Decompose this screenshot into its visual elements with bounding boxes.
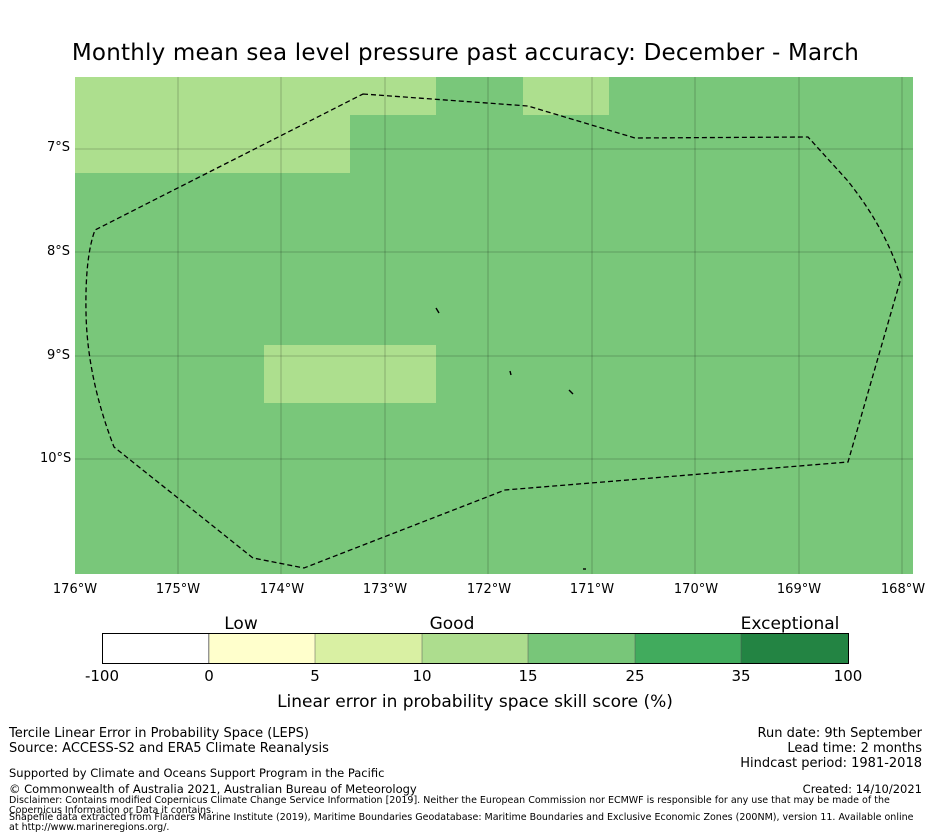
footer-copyright: © Commonwealth of Australia 2021, Austra… [9, 782, 417, 796]
light-patch-central [264, 345, 436, 403]
eez-boundary [85, 93, 902, 569]
x-tick-label: 175°W [155, 582, 201, 597]
x-tick-label: 171°W [569, 582, 615, 597]
x-tick-label: 169°W [776, 582, 822, 597]
colorbar-tick: 35 [731, 667, 751, 685]
y-tick-label: 9°S [46, 348, 70, 363]
x-tick-label: 176°W [52, 582, 98, 597]
map-title: Monthly mean sea level pressure past acc… [71, 40, 860, 66]
colorbar-label-exceptional: Exceptional [740, 614, 840, 634]
colorbar-label-low: Low [224, 614, 258, 634]
map-gridlines [75, 77, 913, 574]
colorbar-tick: 15 [518, 667, 538, 685]
x-tick-label: 168°W [880, 582, 926, 597]
colorbar-tick: 25 [625, 667, 645, 685]
footer-run-date: Run date: 9th September [757, 726, 922, 741]
colorbar-tick: 100 [833, 667, 863, 685]
colorbar [102, 633, 849, 664]
footer-shapefile-credit: Shapefile data extracted from Flanders M… [9, 812, 914, 833]
colorbar-segment [209, 633, 315, 664]
light-patch-north [523, 77, 609, 115]
y-tick-label: 8°S [46, 244, 70, 259]
y-tick-label: 10°S [40, 451, 72, 466]
footer-hindcast-period: Hindcast period: 1981-2018 [740, 756, 922, 771]
island [509, 370, 512, 376]
colorbar-title: Linear error in probability space skill … [277, 692, 673, 712]
light-patch-nw-lower [75, 115, 350, 173]
x-tick-label: 174°W [259, 582, 305, 597]
colorbar-tick: -100 [84, 667, 120, 685]
colorbar-tick: 5 [310, 667, 320, 685]
colorbar-segment [422, 633, 528, 664]
footer-source: Source: ACCESS-S2 and ERA5 Climate Reana… [9, 741, 329, 756]
colorbar-label-good: Good [429, 614, 475, 634]
footer-supported: Supported by Climate and Oceans Support … [9, 766, 385, 780]
colorbar-segment [528, 633, 635, 664]
x-tick-label: 172°W [466, 582, 512, 597]
footer-created: Created: 14/10/2021 [802, 782, 922, 796]
colorbar-tick: 0 [204, 667, 214, 685]
island [435, 307, 440, 314]
colorbar-segment [102, 633, 210, 664]
colorbar-tick: 10 [412, 667, 432, 685]
colorbar-segment [635, 633, 741, 664]
x-tick-label: 173°W [362, 582, 408, 597]
footer-disclaimer: Disclaimer: Contains modified Copernicus… [9, 795, 890, 816]
footer-method: Tercile Linear Error in Probability Spac… [9, 726, 309, 741]
footer-lead-time: Lead time: 2 months [787, 741, 922, 756]
y-tick-label: 7°S [46, 140, 70, 155]
x-tick-label: 170°W [673, 582, 719, 597]
island [568, 389, 574, 395]
colorbar-segment [741, 633, 848, 664]
light-patch-nw [75, 77, 436, 115]
colorbar-segment [315, 633, 422, 664]
skill-score-map [75, 77, 913, 574]
